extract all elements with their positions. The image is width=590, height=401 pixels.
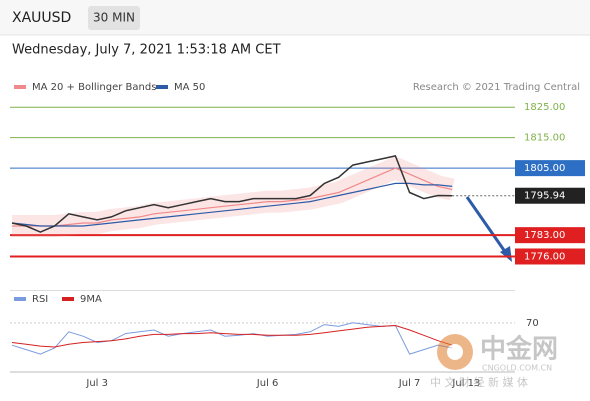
credit: Research © 2021 Trading Central <box>413 82 580 93</box>
interval[interactable]: 30 MIN <box>93 11 135 25</box>
level-label: 1805.00 <box>524 163 565 174</box>
level-label: 1776.00 <box>524 251 565 262</box>
ma-line <box>11 182 453 227</box>
timestamp: Wednesday, July 7, 2021 1:53:18 AM CET <box>12 43 281 58</box>
watermark: 中金网 CNGOLD.COM.CN 中 文 财 经 新 媒 体 <box>430 334 558 390</box>
forecast-arrow <box>465 196 510 257</box>
legend-swatch <box>14 297 26 301</box>
forecast-arrowhead <box>500 246 512 262</box>
x-tick-label: Jul 6 <box>256 378 279 389</box>
panel-divider <box>10 290 515 291</box>
x-tick-label: Jul 7 <box>398 378 421 389</box>
level-label-box <box>515 227 585 244</box>
level-label-box <box>515 248 585 265</box>
interval-button[interactable] <box>88 6 140 30</box>
level-label: 1815.00 <box>524 133 565 144</box>
watermark-name: 中金网 <box>480 334 558 365</box>
rsi-tick-label: 70 <box>526 318 539 329</box>
legend-label: MA 20 + Bollinger Bands <box>32 82 156 93</box>
legend-swatch <box>62 297 74 301</box>
level-label: 1825.00 <box>524 102 565 113</box>
level-label: 1783.00 <box>524 230 565 241</box>
x-tick-label: Jul 13 <box>451 378 480 389</box>
legend-swatch <box>14 85 26 89</box>
legend-swatch <box>156 85 168 89</box>
last-price-box <box>515 187 585 204</box>
price-line <box>11 155 453 233</box>
watermark-logo-inner <box>447 344 463 360</box>
legend-label: RSI <box>32 294 48 305</box>
watermark-site: CNGOLD.COM.CN <box>482 364 552 373</box>
rsi-line <box>11 324 453 348</box>
ma-line <box>12 167 453 227</box>
legend-label: 9MA <box>80 294 102 305</box>
last-price-label: 1795.94 <box>524 191 565 202</box>
legend-label: MA 50 <box>174 82 205 93</box>
watermark-tagline: 中 文 财 经 新 媒 体 <box>430 375 528 389</box>
x-tick-label: Jul 3 <box>85 378 108 389</box>
level-label-box <box>515 160 585 177</box>
symbol: XAUUSD <box>12 10 71 26</box>
